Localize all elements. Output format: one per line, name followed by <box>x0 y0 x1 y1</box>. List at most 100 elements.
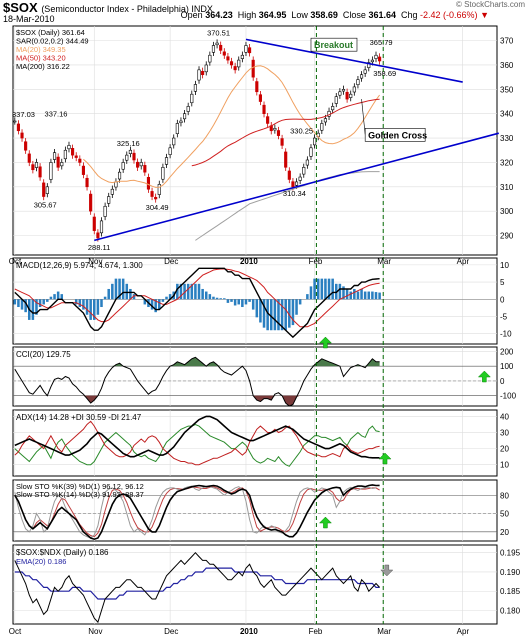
price-candle <box>255 81 259 93</box>
adx-tick-label: 10 <box>500 461 509 470</box>
macd-histogram-bar <box>255 299 259 318</box>
macd-histogram-bar <box>38 299 42 308</box>
price-candle <box>349 93 353 98</box>
macd-histogram-bar <box>273 299 277 331</box>
macd-histogram-bar <box>233 299 237 306</box>
price-candle <box>305 159 309 166</box>
ratio-frame <box>12 544 498 625</box>
price-candle <box>13 120 17 123</box>
ratio-tick-label: 0.180 <box>500 607 521 616</box>
macd-histogram-bar <box>349 291 352 300</box>
price-candle <box>287 170 291 180</box>
macd-histogram-bar <box>230 299 233 302</box>
price-annotation: 304.49 <box>146 203 169 212</box>
macd-histogram-bar <box>353 288 356 300</box>
macd-histogram-bar <box>295 299 298 315</box>
symbol: $SOX <box>3 0 38 15</box>
breakout-box <box>310 37 358 52</box>
price-candle <box>240 54 244 59</box>
price-tick-label: 340 <box>500 110 514 119</box>
price-candle <box>291 181 295 188</box>
price-candle <box>183 113 187 120</box>
macd-histogram-bar <box>251 299 255 310</box>
price-annotation: 337.16 <box>45 110 68 119</box>
macd-histogram-bar <box>244 299 248 305</box>
cci-tick-label: 0 <box>500 377 505 386</box>
price-annotation: 305.67 <box>34 200 57 209</box>
ratio-panel: 0.180 0.185 0.190 0.195 $SOX:$NDX (Daily) 0.… <box>12 544 521 625</box>
chg-label: Chg <box>401 10 418 20</box>
price-candle <box>117 171 122 180</box>
ratio-line <box>14 551 380 624</box>
price-legend-item: MA(20) 349.35 <box>16 45 66 54</box>
macd-histogram-bar <box>309 286 313 300</box>
cci-tick-label: 100 <box>500 362 514 371</box>
price-legend-item: MA(200) 316.22 <box>16 62 70 71</box>
cci-tick-label: 200 <box>500 347 514 356</box>
macd-histogram-bar <box>49 296 53 300</box>
cci-overbought-fill <box>14 357 380 367</box>
macd-histogram-bar <box>100 299 103 308</box>
macd-histogram-bar <box>176 283 179 300</box>
price-candle <box>186 106 190 112</box>
price-candle <box>197 69 201 81</box>
month-label: Oct <box>9 257 22 266</box>
month-label: Oct <box>9 627 22 636</box>
macd-legend: MACD(12,26,9) 5.974, 4.674, 1.300 <box>16 261 143 270</box>
macd-histogram-bar <box>269 299 273 331</box>
macd-histogram-bar <box>367 291 371 300</box>
price-candle <box>110 188 114 195</box>
month-label: Mar <box>377 627 391 636</box>
macd-panel: -10 -5 0 5 10 MACD(12,26,9) 5.974, 4.674, 1.3… <box>12 257 512 345</box>
macd-frame <box>12 257 498 345</box>
month-label: Feb <box>309 627 323 636</box>
price-candle <box>193 84 197 92</box>
price-legend-item: MA(50) 343.20 <box>16 54 66 63</box>
macd-histogram-bar <box>277 299 280 331</box>
cci-tick-label: -100 <box>500 392 517 401</box>
price-candle <box>139 162 143 167</box>
price-candle <box>338 91 342 96</box>
macd-histogram-bar <box>320 278 324 300</box>
price-candle <box>233 66 237 71</box>
price-candle <box>146 176 151 190</box>
quote-bar: Open 364.23 High 364.95 Low 358.69 Close… <box>181 10 489 20</box>
price-candle <box>331 106 335 111</box>
macd-histogram-bar <box>327 278 331 300</box>
macd-histogram-bar <box>31 299 35 320</box>
macd-histogram-bar <box>78 299 82 308</box>
price-tick-label: 320 <box>500 158 514 167</box>
sto-panel: 20 50 80 Slow STO %K(39) %D(1) 96.12, 96.12… <box>12 479 509 542</box>
price-candle <box>273 128 277 131</box>
price-candle <box>204 64 208 73</box>
price-candle <box>63 149 67 160</box>
price-candle <box>168 147 172 155</box>
month-label: Apr <box>457 627 470 636</box>
price-candle <box>107 196 111 204</box>
macd-histogram-bar <box>226 299 230 303</box>
macd-tick-label: 5 <box>500 278 505 287</box>
price-candle <box>284 151 288 168</box>
price-candle <box>52 152 57 160</box>
macd-histogram-bar <box>306 294 309 300</box>
chart-date: 18-Mar-2010 <box>3 14 55 24</box>
price-candle <box>341 89 346 92</box>
month-label: Mar <box>377 257 391 266</box>
cci-panel: -100 0 100 200 CCI(20) 129.75 <box>12 346 517 407</box>
price-candle <box>334 96 338 104</box>
macd-histogram-bar <box>103 296 107 300</box>
macd-histogram-bar <box>114 278 118 300</box>
price-candle <box>157 184 161 195</box>
macd-histogram-bar <box>262 299 266 328</box>
cci-line <box>14 356 380 407</box>
price-tick-label: 330 <box>500 134 514 143</box>
price-candle <box>298 176 302 181</box>
macd-histogram-bar <box>24 299 27 313</box>
macd-histogram-bar <box>132 294 136 300</box>
price-candle <box>179 120 183 124</box>
macd-histogram-bar <box>280 299 284 331</box>
macd-histogram-bar <box>338 283 342 300</box>
macd-histogram-bar <box>360 288 363 300</box>
